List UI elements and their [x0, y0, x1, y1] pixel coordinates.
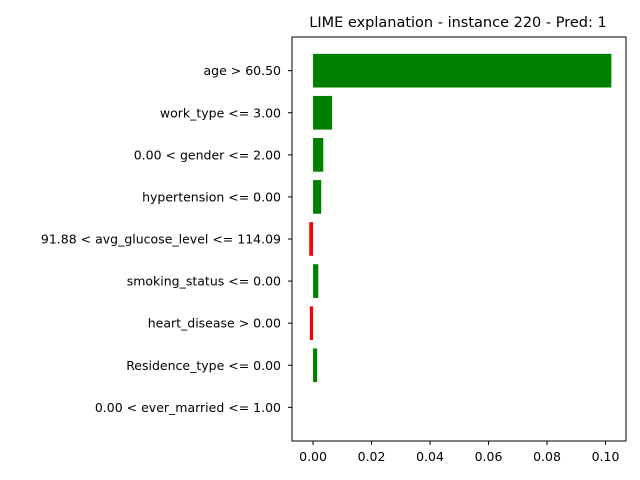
bar	[309, 306, 314, 340]
x-tick-label: 0.08	[533, 449, 561, 464]
bar	[313, 138, 324, 172]
bar	[309, 222, 314, 256]
y-tick-label: 91.88 < avg_glucose_level <= 114.09	[41, 232, 281, 247]
x-tick-label: 0.06	[475, 449, 503, 464]
x-tick-label: 0.04	[416, 449, 444, 464]
y-tick-label: work_type <= 3.00	[160, 105, 281, 120]
x-tick-label: 0.02	[358, 449, 386, 464]
x-tick-label: 0.00	[299, 449, 327, 464]
chart-title: LIME explanation - instance 220 - Pred: …	[309, 15, 606, 31]
y-axis-ticks: age > 60.50 work_type <= 3.00 0.00 < gende…	[41, 63, 292, 415]
y-tick-label: smoking_status <= 0.00	[127, 274, 281, 289]
y-tick-label: 0.00 < ever_married <= 1.00	[95, 400, 281, 415]
bars	[309, 53, 612, 383]
y-tick-label: hypertension <= 0.00	[142, 189, 281, 204]
bar	[313, 53, 612, 88]
bar	[313, 348, 318, 383]
bar	[313, 180, 322, 214]
x-tick-label: 0.10	[592, 449, 620, 464]
y-tick-label: heart_disease > 0.00	[148, 316, 281, 331]
x-axis-ticks: 0.00 0.02 0.04 0.06 0.08 0.10	[299, 441, 619, 464]
bar	[313, 264, 319, 298]
bar	[313, 95, 333, 130]
plot-frame	[291, 36, 627, 442]
y-tick-label: age > 60.50	[204, 63, 282, 78]
y-tick-label: Residence_type <= 0.00	[126, 358, 281, 373]
y-tick-label: 0.00 < gender <= 2.00	[134, 147, 281, 162]
